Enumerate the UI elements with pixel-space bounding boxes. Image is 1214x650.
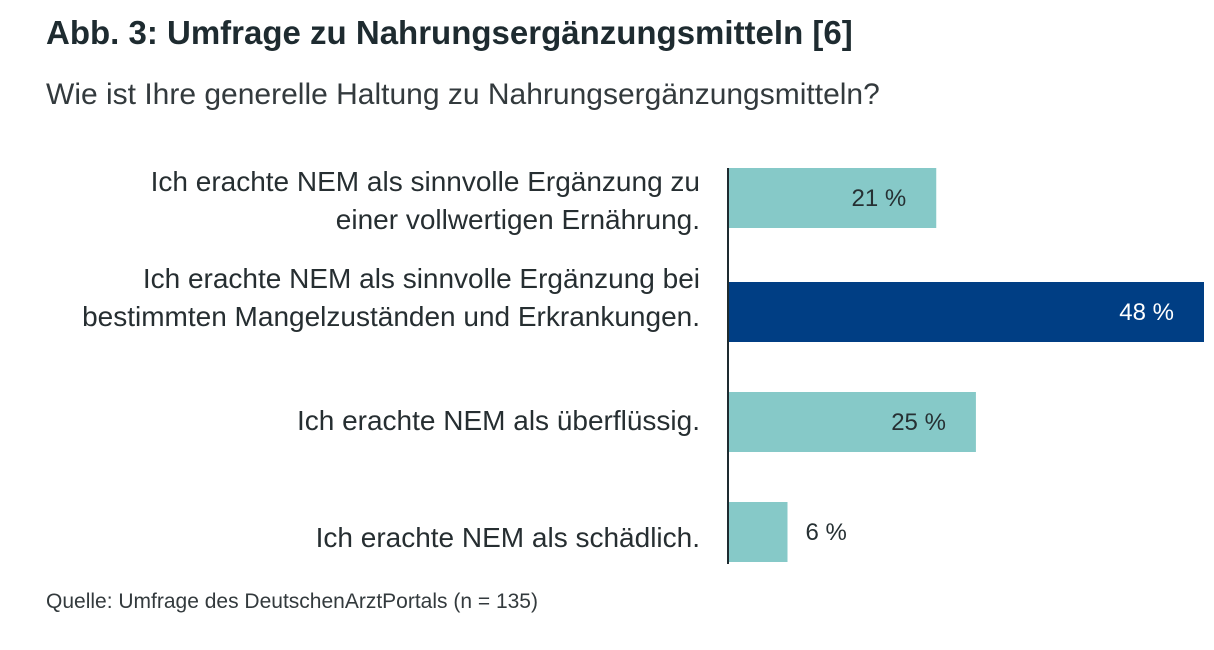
bar-1 (728, 168, 937, 228)
category-label-3: Ich erachte NEM als überflüssig. (297, 402, 700, 440)
chart-source: Quelle: Umfrage des DeutschenArztPortals… (46, 590, 538, 613)
category-label-line: einer vollwertigen Ernährung. (335, 204, 700, 235)
category-label-1: Ich erachte NEM als sinnvolle Ergänzung … (151, 163, 700, 239)
bar-value-label-1: 21 % (852, 185, 907, 212)
bar-3 (728, 392, 976, 452)
category-label-line: Ich erachte NEM als schädlich. (315, 522, 700, 553)
category-label-line: Ich erachte NEM als überflüssig. (296, 405, 700, 436)
bar-4 (728, 502, 788, 562)
bar-value-label-4: 6 % (806, 519, 847, 546)
bar-value-label-3: 25 % (891, 409, 946, 436)
category-label-line: Ich erachte NEM als sinnvolle Ergänzung … (142, 263, 700, 294)
category-label-line: bestimmten Mangelzuständen und Erkrankun… (82, 301, 700, 332)
category-label-4: Ich erachte NEM als schädlich. (316, 519, 700, 557)
chart-subtitle: Wie ist Ihre generelle Haltung zu Nahrun… (46, 78, 880, 111)
bar-value-label-2: 48 % (1119, 299, 1174, 326)
chart-title: Abb. 3: Umfrage zu Nahrungsergänzungsmit… (46, 14, 853, 51)
bar-2 (728, 282, 1204, 342)
category-label-2: Ich erachte NEM als sinnvolle Ergänzung … (82, 260, 700, 336)
category-label-line: Ich erachte NEM als sinnvolle Ergänzung … (150, 166, 700, 197)
